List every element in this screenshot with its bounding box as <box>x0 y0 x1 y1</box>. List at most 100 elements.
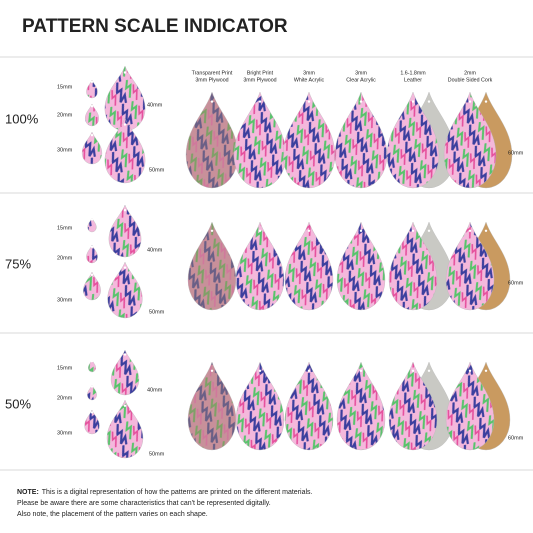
teardrop <box>282 91 336 189</box>
size-label: 50mm <box>149 167 165 173</box>
size-label: 15mm <box>57 84 73 90</box>
hole <box>359 100 363 103</box>
title: PATTERN SCALE INDICATOR <box>22 16 288 37</box>
material-label: Transparent Print <box>192 70 233 76</box>
hole <box>427 100 431 103</box>
hole <box>468 229 472 232</box>
hole <box>210 369 214 372</box>
teardrop <box>386 91 440 189</box>
material-label: 2mm <box>464 70 476 76</box>
teardrop <box>81 131 103 165</box>
material-label: 3mm Plywood <box>243 77 276 83</box>
teardrop <box>86 244 98 264</box>
note-text: This is a digital representation of how … <box>42 489 313 496</box>
size-label: 50mm <box>149 451 165 457</box>
size-label: 50mm <box>149 309 165 315</box>
hole <box>123 71 127 74</box>
scale-label: 50% <box>5 396 31 411</box>
material-label: Double Sided Cork <box>448 77 493 83</box>
hole <box>123 123 127 126</box>
note: Also note, the placement of the pattern … <box>17 511 208 518</box>
size-label: 20mm <box>57 112 73 118</box>
teardrop <box>107 261 143 319</box>
hole <box>90 411 94 414</box>
hole <box>90 273 94 276</box>
teardrop <box>235 221 285 311</box>
teardrop <box>233 91 287 189</box>
material-label: 1.6-1.8mm <box>400 70 426 76</box>
material-label: Clear Acrylic <box>346 77 376 83</box>
hole <box>411 369 415 372</box>
teardrop <box>284 361 334 451</box>
size-label: 40mm <box>147 387 163 393</box>
hole <box>90 385 94 388</box>
teardrop <box>187 221 237 311</box>
hole <box>427 369 431 372</box>
hole <box>90 245 94 248</box>
teardrop <box>336 361 386 451</box>
size-label: 60mm <box>508 280 524 286</box>
hole <box>307 100 311 103</box>
hole <box>90 105 94 108</box>
hole <box>90 360 94 363</box>
teardrop <box>87 217 97 233</box>
teardrop <box>84 409 100 435</box>
note: NOTE: This is a digital representation of… <box>17 489 313 496</box>
teardrop <box>388 361 438 451</box>
size-label: 15mm <box>57 365 73 371</box>
hole <box>484 229 488 232</box>
scale-label: 75% <box>5 256 31 271</box>
teardrop <box>84 103 100 127</box>
material-label: White Acrylic <box>294 77 325 83</box>
hole <box>411 229 415 232</box>
material-label: 3mm Plywood <box>195 77 228 83</box>
teardrop <box>106 399 144 459</box>
note-label: NOTE: <box>17 489 39 496</box>
material-label: Bright Print <box>247 70 274 76</box>
teardrop <box>445 361 495 451</box>
material-label: 3mm <box>355 70 367 76</box>
size-label: 20mm <box>57 255 73 261</box>
teardrop <box>445 221 495 311</box>
size-label: 40mm <box>147 102 163 108</box>
teardrop <box>86 79 98 99</box>
hole <box>90 134 94 137</box>
note: Please be aware there are some character… <box>17 500 271 507</box>
hole <box>123 209 127 212</box>
hole <box>123 353 127 356</box>
material-label: Leather <box>404 77 422 83</box>
hole <box>411 100 415 103</box>
teardrop <box>110 349 140 396</box>
hole <box>210 100 214 103</box>
hole <box>307 369 311 372</box>
teardrop <box>334 91 388 189</box>
size-label: 60mm <box>508 435 524 441</box>
size-label: 30mm <box>57 430 73 436</box>
material-label: 3mm <box>303 70 315 76</box>
teardrop <box>104 117 146 184</box>
teardrop <box>388 221 438 311</box>
teardrop <box>336 221 386 311</box>
teardrop <box>235 361 285 451</box>
teardrop <box>443 91 497 189</box>
size-label: 30mm <box>57 297 73 303</box>
hole <box>258 100 262 103</box>
hole <box>359 369 363 372</box>
teardrop <box>87 384 97 401</box>
hole <box>427 229 431 232</box>
hole <box>210 229 214 232</box>
hole <box>468 369 472 372</box>
hole <box>468 100 472 103</box>
hole <box>90 218 94 221</box>
teardrop <box>187 361 237 451</box>
teardrop <box>284 221 334 311</box>
size-label: 40mm <box>147 247 163 253</box>
teardrop <box>88 359 96 373</box>
teardrop <box>108 204 142 258</box>
hole <box>359 229 363 232</box>
teardrop <box>185 91 239 189</box>
hole <box>258 369 262 372</box>
hole <box>123 266 127 269</box>
hole <box>307 229 311 232</box>
